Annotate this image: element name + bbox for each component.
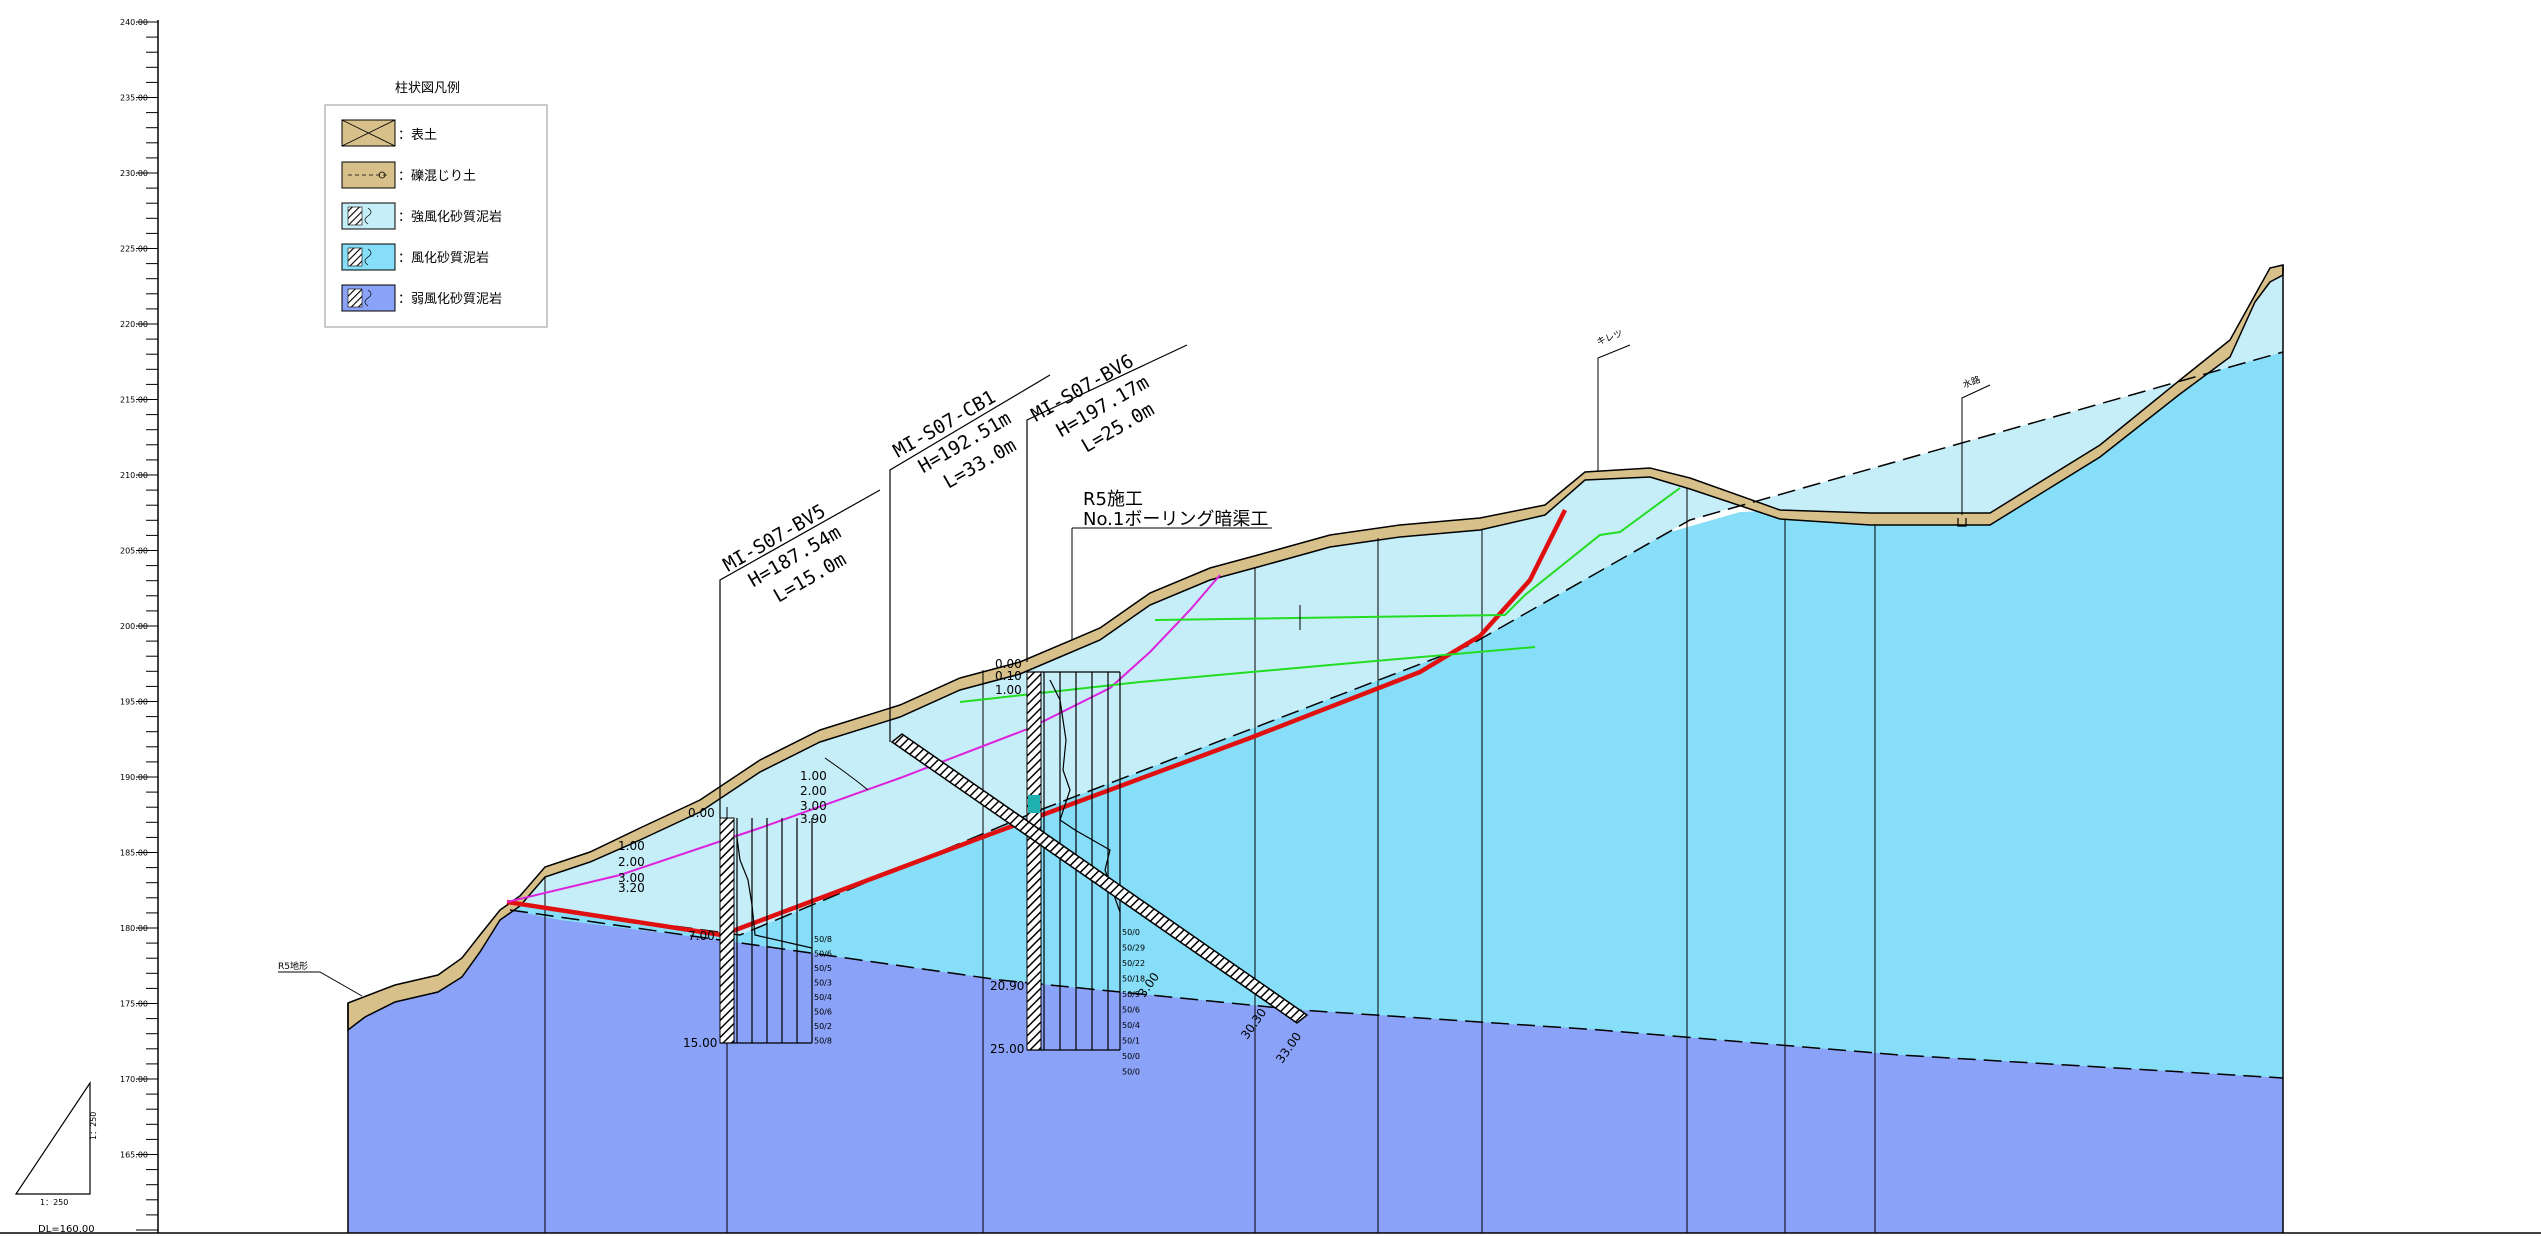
topsoil-layer	[347, 264, 2284, 1032]
strongly-weathered-mudstone-icon	[341, 202, 396, 230]
weakly-weathered-mudstone-icon	[341, 284, 396, 312]
n-value-label: 50/4	[1122, 1021, 1140, 1030]
n-value-label: 50/8	[814, 935, 832, 944]
cb1-depth: 3.90	[800, 812, 827, 826]
axis-tick-label: 200.00	[120, 622, 148, 631]
cb1-depth: 3.00	[800, 799, 827, 813]
axis-tick-label: 215.00	[120, 396, 148, 405]
bv5-depth: 3.20	[618, 881, 645, 895]
legend-label-weathered: ：風化砂質泥岩	[398, 251, 489, 266]
n-value-label: 50/6	[814, 950, 832, 959]
bv5-depth: 2.00	[618, 855, 645, 869]
borehole-bv6	[1026, 671, 1121, 1051]
n-value-label: 50/29	[1122, 944, 1145, 953]
datum-label: DL=160.00	[38, 1224, 95, 1235]
bv6-depth: 0.10	[995, 669, 1022, 683]
waterway-label: 水路	[1961, 373, 1982, 390]
cb1-depth: 2.00	[800, 784, 827, 798]
legend-label-weakly-weathered: ：弱風化砂質泥岩	[398, 292, 502, 307]
r5-terrain-label: R5地形	[278, 960, 308, 972]
axis-tick-label: 165.00	[120, 1151, 148, 1160]
cb1-depth: 1.00	[800, 769, 827, 783]
borehole-labels: MI-S07-BV5 H=187.54m L=15.0m MI-S07-CB1 …	[618, 344, 1304, 1066]
n-value-label: 50/2	[814, 1022, 832, 1031]
topsoil-pattern-icon	[341, 119, 396, 147]
green-line-lower	[959, 646, 1536, 703]
axis-tick-label: 180.00	[120, 924, 148, 933]
n-value-label: 50/1	[1122, 1037, 1140, 1046]
n-value-label: 50/6	[814, 1008, 832, 1017]
bv5-depth: 3.00	[618, 871, 645, 885]
bv5-depth: 0.00	[688, 806, 715, 820]
axis-tick-label: 170.00	[120, 1075, 148, 1084]
axis-tick-label: 175.00	[120, 1000, 148, 1009]
elevation-axis: 240.00 235.00 230.00 225.00 220.00 215.00 210.…	[38, 18, 159, 1235]
r5-work-label-1: R5施工	[1083, 489, 1143, 510]
n-value-label: 50/3	[814, 979, 832, 988]
gravel-soil-pattern-icon	[341, 161, 396, 189]
legend-label-strongly-weathered: ：強風化砂質泥岩	[398, 210, 502, 225]
weakly-weathered-mudstone-layer	[348, 910, 2283, 1233]
legend-label-gravel-soil: ：礫混じり土	[398, 168, 476, 184]
weathered-mudstone-icon	[341, 243, 396, 271]
scale-vertical-label: 1：250	[89, 1112, 98, 1140]
axis-tick-label: 185.00	[120, 849, 148, 858]
axis-tick-label: 220.00	[120, 320, 148, 329]
n-value-label: 50/6	[1122, 1006, 1140, 1015]
legend-title: 柱状図凡例	[395, 81, 460, 96]
n-value-label: 50/18	[1122, 975, 1145, 984]
crack-label: キレツ	[1596, 329, 1625, 348]
bv6-depth: 0.00	[995, 657, 1022, 671]
n-value-label: 50/9	[1122, 990, 1140, 999]
bv5-depth: 1.00	[618, 839, 645, 853]
annotations: R5地形 キレツ 水路 R5施工 No.1ボーリング暗渠工	[278, 329, 1991, 997]
n-value-label: 50/0	[1122, 1068, 1140, 1077]
axis-tick-label: 195.00	[120, 698, 148, 707]
axis-tick-label: 230.00	[120, 169, 148, 178]
legend: 柱状図凡例 ：表土 ：礫混じり土 ：強風化砂質	[324, 81, 548, 328]
axis-tick-label: 240.00	[120, 18, 148, 27]
n-value-label: 50/4	[814, 993, 832, 1002]
bv5-depth: 7.00	[688, 929, 715, 943]
axis-tick-label: 210.00	[120, 471, 148, 480]
bv6-depth: 1.00	[995, 683, 1022, 697]
r5-work-label-2: No.1ボーリング暗渠工	[1083, 509, 1268, 530]
borehole-bv5	[719, 817, 813, 1044]
legend-label-topsoil: ：表土	[398, 128, 437, 143]
scale-horizontal-label: 1：250	[40, 1198, 68, 1207]
strata	[0, 264, 2541, 1234]
n-value-label: 50/5	[814, 964, 832, 973]
bv6-depth: 25.00	[990, 1042, 1024, 1056]
bv5-depth: 15.00	[683, 1036, 717, 1050]
green-line-upper	[1154, 487, 1681, 621]
n-value-labels: 50/8 50/6 50/5 50/3 50/4 50/6 50/2 50/8 50/0 50/2…	[814, 928, 1145, 1077]
axis-tick-label: 205.00	[120, 547, 148, 556]
axis-tick-label: 190.00	[120, 773, 148, 782]
bv6-depth: 20.90	[990, 979, 1024, 993]
borehole-cb1-inclined	[824, 733, 1309, 1024]
n-value-label: 50/22	[1122, 959, 1145, 968]
n-value-label: 50/0	[1122, 928, 1140, 937]
scale-triangle: 1：250 1：250	[14, 1081, 98, 1207]
n-value-label: 50/0	[1122, 1052, 1140, 1061]
axis-tick-label: 225.00	[120, 245, 148, 254]
slip-surface-red	[506, 508, 1568, 938]
axis-tick-label: 235.00	[120, 94, 148, 103]
n-value-label: 50/8	[814, 1037, 832, 1046]
